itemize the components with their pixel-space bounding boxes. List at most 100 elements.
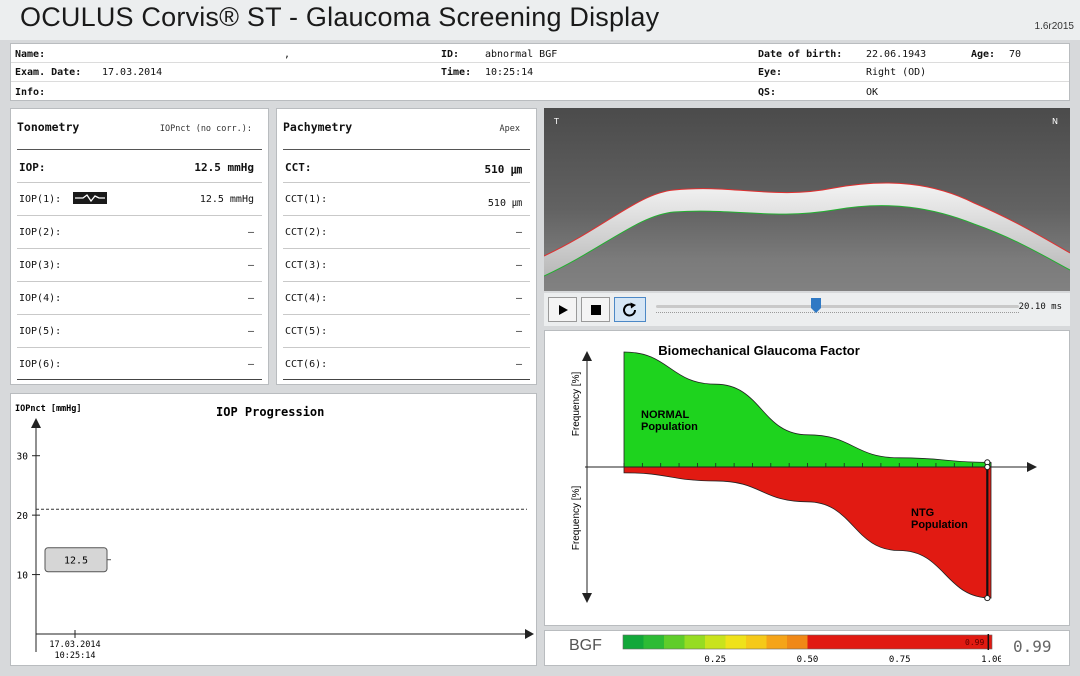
cct-4-label: CCT(4):	[285, 293, 328, 304]
ntg-series-label: Population	[911, 519, 968, 531]
loop-button[interactable]	[614, 297, 646, 322]
iop-4-value: –	[247, 293, 254, 304]
iop-chart-title: IOP Progression	[216, 405, 324, 419]
iop-row-1[interactable]: IOP(1): 12.5 mmHg	[17, 182, 262, 215]
cct-6-label: CCT(6):	[285, 359, 328, 370]
cct-main-row: CCT: 510 ㎛	[283, 149, 530, 182]
pachymetry-panel: Pachymetry Apex CCT: 510 ㎛ CCT(1): 510 ㎛…	[276, 108, 537, 385]
posterior-edge-line	[544, 205, 1070, 277]
iop-1-value: 12.5 mmHg	[199, 194, 254, 205]
iop-2-value: –	[247, 227, 254, 238]
normal-series-label: Population	[641, 421, 698, 433]
iop-y-tick-label: 10	[17, 571, 29, 582]
cct-row-1[interactable]: CCT(1): 510 ㎛	[283, 182, 530, 215]
cct-1-value: 510 ㎛	[487, 198, 522, 209]
iop-row-3[interactable]: IOP(3): –	[17, 248, 262, 281]
cct-5-label: CCT(5):	[285, 326, 328, 337]
slider-thumb[interactable]	[810, 298, 821, 313]
bgf-bar-value-label: 0.99	[965, 638, 984, 647]
title-bar	[0, 0, 1080, 40]
iop-row-5[interactable]: IOP(5): –	[17, 314, 262, 347]
play-button[interactable]	[548, 297, 577, 322]
slider-track	[656, 305, 1019, 308]
iop-3-label: IOP(3):	[19, 260, 62, 271]
bgf-label: BGF	[569, 637, 602, 654]
cct-row-4[interactable]: CCT(4): –	[283, 281, 530, 314]
cct-2-label: CCT(2):	[285, 227, 328, 238]
cornea-image: T N	[544, 108, 1070, 291]
time-value: 10:25:14	[485, 67, 534, 78]
playback-controls: 20.10 ms	[544, 293, 1070, 326]
time-readout: 20.10 ms	[1018, 302, 1062, 312]
bgf-scale-panel: BGF 0.99 0.25 0.50 0.75 1.00 0.99	[544, 630, 1070, 666]
bgf-color-segment	[766, 635, 788, 649]
iop-2-label: IOP(2):	[19, 227, 62, 238]
bgf-bar-tick-label: 0.25	[704, 655, 726, 665]
stop-button[interactable]	[581, 297, 610, 322]
name-value: ,	[284, 49, 291, 60]
exam-date-label: Exam. Date:	[15, 67, 82, 78]
iop-progression-panel: IOP Progression IOPnct [mmHg] 10 20 30 17.…	[10, 393, 537, 666]
iop-progression-chart: IOP Progression IOPnct [mmHg] 10 20 30 17.…	[15, 404, 534, 661]
cct-5-value: –	[515, 326, 522, 337]
iop-4-label: IOP(4):	[19, 293, 62, 304]
cct-row-5[interactable]: CCT(5): –	[283, 314, 530, 347]
name-label: Name:	[15, 49, 46, 60]
cct-row-2[interactable]: CCT(2): –	[283, 215, 530, 248]
normal-series-label: NORMAL	[641, 409, 690, 421]
iop-y-arrow	[31, 418, 41, 428]
patient-row-divider	[11, 81, 1069, 82]
patient-info-panel: Name: , ID: abnormal BGF Date of birth: …	[10, 43, 1070, 101]
cornea-band	[544, 183, 1070, 276]
dob-value: 22.06.1943	[866, 49, 927, 60]
bgf-color-segment	[664, 635, 685, 649]
pachymetry-bottom-rule	[283, 379, 530, 380]
version-label: 1.6r2015	[1034, 21, 1074, 32]
pachymetry-subtitle: Apex	[499, 124, 520, 134]
bgf-color-segment	[746, 635, 767, 649]
iop-data-label: 12.5	[64, 556, 88, 567]
iop-y-tick-label: 20	[17, 511, 29, 522]
timeline-slider[interactable]	[656, 298, 1019, 317]
bgf-x-arrow	[1027, 462, 1037, 472]
app-title: OCULUS Corvis® ST - Glaucoma Screening D…	[20, 2, 660, 32]
bgf-color-segment	[684, 635, 706, 649]
iop-row-4[interactable]: IOP(4): –	[17, 281, 262, 314]
iop-row-6[interactable]: IOP(6): –	[17, 347, 262, 380]
qs-value: OK	[866, 87, 879, 98]
tonometry-title: Tonometry	[17, 120, 80, 134]
play-icon	[558, 304, 568, 315]
age-value: 70	[1009, 49, 1022, 60]
iop-x-arrow	[525, 629, 534, 639]
bgf-bar-tick-label: 0.50	[797, 655, 819, 665]
iop-5-value: –	[247, 326, 254, 337]
cct-row-3[interactable]: CCT(3): –	[283, 248, 530, 281]
ntg-series-label: NTG	[911, 507, 934, 519]
temporal-marker: T	[553, 117, 559, 126]
bgf-color-segment	[725, 635, 747, 649]
id-value: abnormal BGF	[485, 49, 558, 60]
bgf-color-segment	[643, 635, 665, 649]
bgf-color-segment	[807, 635, 992, 649]
iop-y-tick-label: 30	[17, 452, 29, 463]
dob-label: Date of birth:	[758, 49, 843, 60]
waveform-icon[interactable]	[73, 192, 107, 207]
iop-5-label: IOP(5):	[19, 326, 62, 337]
nasal-marker: N	[1052, 117, 1058, 126]
cct-row-6[interactable]: CCT(6): –	[283, 347, 530, 380]
stop-icon	[590, 304, 601, 315]
info-label: Info:	[15, 87, 46, 98]
tonometry-subtitle: IOPnct (no corr.):	[159, 124, 252, 134]
cct-3-value: –	[515, 260, 522, 271]
scheimpflug-image: T N	[544, 108, 1070, 291]
iop-x-tick-label: 17.03.2014	[49, 640, 100, 650]
bgf-bar-tick-label: 1.00	[981, 655, 1001, 665]
iop-6-label: IOP(6):	[19, 359, 62, 370]
pachymetry-title: Pachymetry	[283, 120, 353, 134]
bgf-color-bar: 0.99 0.25 0.50 0.75 1.00	[622, 634, 1001, 665]
bgf-marker-dot	[984, 463, 991, 471]
bgf-chart-panel: Biomechanical Glaucoma Factor Frequency …	[544, 330, 1070, 626]
age-label: Age:	[971, 49, 996, 60]
bgf-color-segment	[623, 635, 644, 649]
iop-row-2[interactable]: IOP(2): –	[17, 215, 262, 248]
